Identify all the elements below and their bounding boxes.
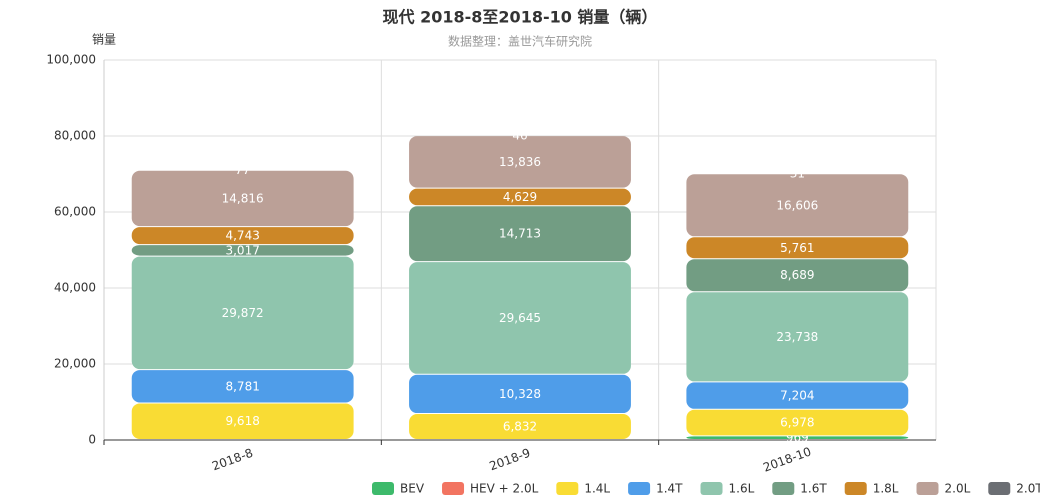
data-label: 77 bbox=[235, 163, 250, 177]
data-label: 9,618 bbox=[225, 414, 259, 428]
data-label: 4,743 bbox=[225, 229, 259, 243]
y-tick-label: 100,000 bbox=[46, 53, 96, 67]
bar-segment bbox=[131, 370, 354, 403]
data-label: 6,978 bbox=[780, 416, 814, 430]
data-label: 23,738 bbox=[776, 330, 818, 344]
y-tick-label: 0 bbox=[88, 433, 96, 447]
bar-segment bbox=[409, 262, 631, 374]
legend-label: BEV bbox=[400, 482, 425, 496]
legend-label: 1.4T bbox=[656, 482, 683, 496]
data-label: 31 bbox=[790, 167, 805, 181]
legend-label: 1.6T bbox=[800, 482, 827, 496]
y-tick-label: 60,000 bbox=[54, 205, 96, 219]
x-tick-label: 2018-8 bbox=[210, 446, 255, 474]
legend-swatch bbox=[988, 482, 1011, 495]
bar-segment bbox=[686, 409, 909, 436]
bar-segment bbox=[686, 237, 909, 259]
y-axis-title: 销量 bbox=[92, 33, 116, 47]
x-tick-label: 2018-9 bbox=[487, 446, 532, 474]
chart-title: 现代 2018-8至2018-10 销量（辆） bbox=[383, 8, 658, 27]
data-label: 8,781 bbox=[225, 379, 259, 393]
y-tick-label: 20,000 bbox=[54, 357, 96, 371]
data-label: 6,832 bbox=[503, 420, 537, 434]
legend-swatch bbox=[372, 482, 394, 495]
data-label: 4,629 bbox=[503, 190, 537, 204]
legend-swatch bbox=[844, 482, 867, 495]
data-label: 3,017 bbox=[225, 243, 259, 257]
bar-segment bbox=[686, 436, 909, 439]
bar-segment bbox=[409, 136, 631, 188]
y-tick-label: 80,000 bbox=[54, 129, 96, 143]
bar-segment bbox=[686, 174, 909, 237]
bar-segment bbox=[131, 256, 354, 370]
bar-segment bbox=[409, 206, 631, 262]
data-label: 14,816 bbox=[222, 191, 264, 205]
data-label: 29,872 bbox=[222, 306, 264, 320]
legend-swatch bbox=[628, 482, 651, 495]
legend-swatch bbox=[442, 482, 465, 495]
legend-label: 1.6L bbox=[729, 482, 755, 496]
legend-swatch bbox=[556, 482, 579, 495]
data-label: 46 bbox=[512, 128, 527, 142]
bar-segment bbox=[131, 245, 354, 256]
bar-segment bbox=[131, 403, 354, 439]
bar-segment bbox=[409, 414, 631, 439]
bar-segment bbox=[131, 170, 354, 227]
bar-segment bbox=[686, 292, 909, 382]
data-label: 16,606 bbox=[776, 198, 818, 212]
data-label: 13,836 bbox=[499, 155, 541, 169]
legend-label: 1.8L bbox=[873, 482, 899, 496]
y-tick-label: 40,000 bbox=[54, 281, 96, 295]
bar-segment bbox=[409, 374, 631, 414]
legend-swatch bbox=[700, 482, 723, 495]
chart-subtitle: 数据整理：盖世汽车研究院 bbox=[448, 34, 592, 49]
bar-segment bbox=[686, 259, 909, 292]
legend-label: 2.0L bbox=[945, 482, 971, 496]
data-label: 5,761 bbox=[780, 241, 814, 255]
data-label: 7,204 bbox=[780, 389, 814, 403]
data-label: 14,713 bbox=[499, 227, 541, 241]
legend-swatch bbox=[916, 482, 939, 495]
legend-label: 1.4L bbox=[584, 482, 610, 496]
bar-segment bbox=[131, 227, 354, 245]
bar-segment bbox=[409, 188, 631, 206]
x-tick-label: 2018-10 bbox=[761, 444, 813, 474]
legend-swatch bbox=[772, 482, 795, 495]
data-label: 8,689 bbox=[780, 268, 814, 282]
data-label: 10,328 bbox=[499, 387, 541, 401]
bar-segment bbox=[686, 382, 909, 409]
legend-label: 2.0T bbox=[1016, 482, 1040, 496]
data-label: 29,645 bbox=[499, 311, 541, 325]
legend-label: HEV + 2.0L bbox=[470, 482, 539, 496]
